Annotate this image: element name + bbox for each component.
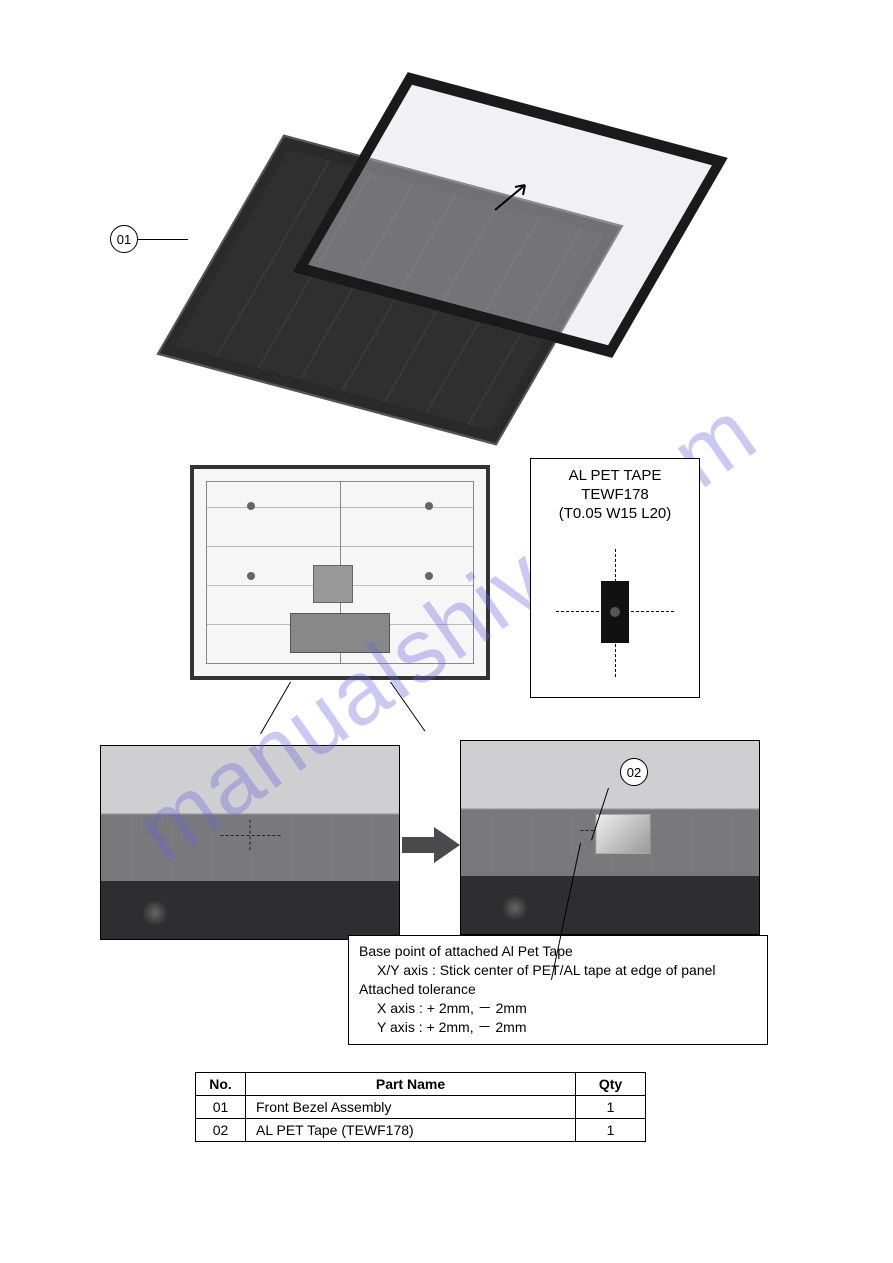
connector-board — [290, 613, 390, 653]
mount-hole — [425, 502, 433, 510]
note-line-3: Attached tolerance — [359, 980, 757, 999]
tape-spec-line3: (T0.05 W15 L20) — [531, 505, 699, 524]
table-row: 01 Front Bezel Assembly 1 — [196, 1096, 646, 1119]
callout-01-number: 01 — [110, 225, 138, 253]
alignment-crosshair — [250, 820, 251, 850]
applied-tape — [596, 814, 651, 854]
rear-panel-diagram — [190, 465, 490, 680]
assembly-arrow-icon — [490, 175, 540, 215]
cell-no: 01 — [196, 1096, 246, 1119]
chassis-hole — [501, 894, 529, 922]
detail-photo-after — [460, 740, 760, 935]
cell-name: Front Bezel Assembly — [246, 1096, 576, 1119]
parts-table: No. Part Name Qty 01 Front Bezel Assembl… — [195, 1072, 646, 1142]
tolerance-note-box: Base point of attached Al Pet Tape X/Y a… — [348, 935, 768, 1045]
th-name: Part Name — [246, 1073, 576, 1096]
mount-hole — [247, 502, 255, 510]
tape-swatch — [601, 581, 629, 643]
callout-01-leader — [138, 239, 188, 240]
chassis-hole — [141, 899, 169, 927]
note-line-5: Y axis : + 2mm, － 2mm — [359, 1018, 757, 1037]
detail-photo-before — [100, 745, 400, 940]
tape-spec-line1: AL PET TAPE — [531, 467, 699, 486]
table-header-row: No. Part Name Qty — [196, 1073, 646, 1096]
cell-no: 02 — [196, 1119, 246, 1142]
rear-panel-inner — [206, 481, 474, 664]
th-qty: Qty — [576, 1073, 646, 1096]
th-no: No. — [196, 1073, 246, 1096]
arrow-right-icon — [402, 825, 460, 870]
cell-name: AL PET Tape (TEWF178) — [246, 1119, 576, 1142]
note-line-4: X axis : + 2mm, － 2mm — [359, 999, 757, 1018]
callout-02-number: 02 — [620, 758, 648, 786]
note-line-2: X/Y axis : Stick center of PET/AL tape a… — [359, 961, 757, 980]
pcb-block — [313, 565, 353, 603]
table-row: 02 AL PET Tape (TEWF178) 1 — [196, 1119, 646, 1142]
page-root: manualshive.com 01 AL PET TAPE TEWF178 (… — [0, 0, 893, 1263]
tape-spec-line2: TEWF178 — [531, 486, 699, 505]
callout-02: 02 — [620, 758, 648, 786]
mount-hole — [247, 572, 255, 580]
cell-qty: 1 — [576, 1096, 646, 1119]
mount-hole — [425, 572, 433, 580]
cell-qty: 1 — [576, 1119, 646, 1142]
tape-spec-box: AL PET TAPE TEWF178 (T0.05 W15 L20) — [530, 458, 700, 698]
exploded-view-figure — [200, 80, 680, 410]
callout-01: 01 — [110, 225, 188, 253]
tape-center-dot — [610, 607, 620, 617]
